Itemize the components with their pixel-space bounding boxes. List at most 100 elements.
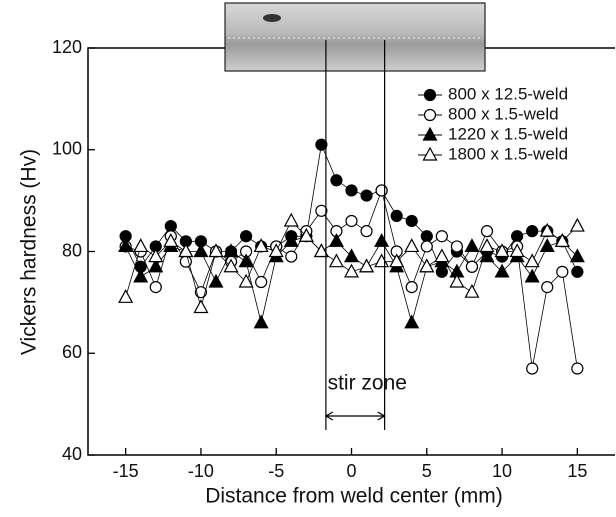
marker [223,258,239,273]
marker [404,238,420,253]
marker [374,253,390,268]
marker [509,243,525,258]
marker [465,260,479,273]
marker [450,240,463,253]
marker [238,253,254,268]
marker [193,243,209,258]
marker [148,248,164,263]
marker [464,283,480,298]
marker [343,248,360,263]
marker [434,248,450,263]
marker [554,233,570,247]
marker [253,238,269,253]
marker [389,253,405,268]
marker [268,243,284,258]
marker [345,184,358,197]
marker [435,265,448,278]
marker [435,230,448,243]
marker [464,238,480,253]
marker [285,250,298,263]
marker [480,225,494,238]
legend-marker [423,88,437,102]
marker [283,233,299,247]
marker [118,289,134,303]
marker [360,225,373,238]
marker [315,204,328,217]
marker [569,217,585,232]
legend-marker [422,146,438,161]
marker [449,273,465,288]
legend-marker [423,108,437,122]
legend-marker [422,126,438,141]
marker [133,268,149,283]
marker [571,362,584,375]
marker [541,281,554,294]
marker [420,230,433,243]
marker [343,263,360,278]
marker [178,243,194,258]
marker [240,230,253,243]
marker [511,230,524,243]
weld-image [224,2,486,72]
zone-arrow [324,411,386,421]
x-tick-label: -5 [268,461,284,481]
marker [163,233,179,247]
marker [405,214,418,228]
marker [571,265,584,278]
marker [298,227,314,242]
marker [148,258,164,273]
marker [556,265,569,278]
marker [238,273,254,288]
marker [539,238,555,253]
marker [118,238,134,253]
x-tick-label: -10 [188,461,214,481]
marker [360,189,373,202]
marker [526,362,539,375]
marker [149,281,162,294]
legend-label: 800 x 12.5-weld [448,84,568,103]
annotation: stir zone [328,372,407,395]
x-tick-label: 5 [422,461,432,481]
x-tick-label: 0 [346,461,356,481]
marker [569,248,585,263]
x-axis-title: Distance from weld center (mm) [205,485,503,508]
marker [253,314,269,329]
marker [420,240,433,253]
marker [526,225,539,238]
marker [164,219,177,233]
marker [524,268,540,283]
marker [328,253,344,268]
marker [193,299,209,314]
marker [494,263,510,278]
marker [404,314,420,329]
marker [194,286,208,299]
marker [359,258,375,273]
marker [208,243,224,258]
marker [479,238,495,253]
marker [374,233,390,247]
marker [313,243,329,258]
marker [283,212,299,227]
marker [524,253,540,268]
marker [255,275,268,289]
marker [330,174,343,187]
y-tick-label: 100 [52,139,82,159]
marker [419,258,435,273]
marker [315,138,328,151]
weld-image-spot [263,14,281,22]
marker [223,243,239,258]
marker [375,184,388,197]
marker [328,233,344,247]
marker [133,238,149,253]
y-tick-label: 60 [62,342,82,362]
marker [494,243,510,258]
legend-label: 800 x 1.5-weld [448,104,559,123]
legend-label: 1220 x 1.5-weld [448,124,568,143]
marker [208,273,224,288]
y-tick-label: 80 [62,240,82,260]
marker [539,222,555,237]
y-tick-label: 40 [62,444,82,464]
x-tick-label: 10 [492,461,512,481]
